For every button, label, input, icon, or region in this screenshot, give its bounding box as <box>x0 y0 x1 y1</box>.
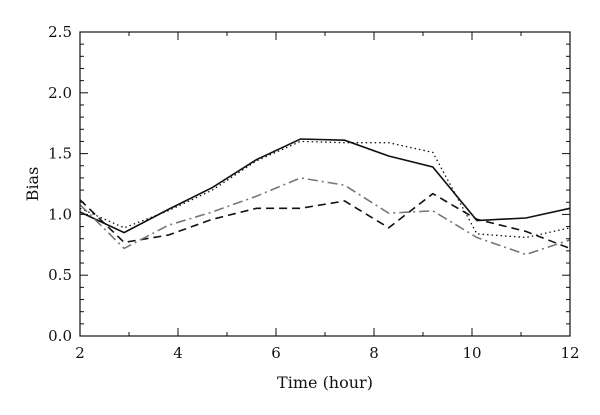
x-tick-label: 8 <box>369 344 379 362</box>
tick-labels: 2 4 6 8 10 12 0.0 0.5 1.0 1.5 2.0 2.5 <box>48 23 579 362</box>
x-axis-title: Time (hour) <box>277 373 373 392</box>
x-tick-label: 10 <box>462 344 481 362</box>
y-tick-label: 0.0 <box>48 327 72 345</box>
series-line-1-solid <box>79 138 571 234</box>
x-tick-label: 6 <box>271 344 281 362</box>
series-line-4-dashdot <box>79 177 571 256</box>
x-tick-label: 4 <box>173 344 183 362</box>
y-tick-label: 1.5 <box>48 145 72 163</box>
y-tick-label: 2.5 <box>48 23 72 41</box>
plot-frame <box>79 31 571 337</box>
series-line-2-dotted <box>79 140 571 239</box>
axis-ticks <box>79 31 571 337</box>
series-line-3-dashed <box>79 192 571 250</box>
x-tick-label: 12 <box>560 344 579 362</box>
y-axis-title: Bias <box>23 167 42 202</box>
y-tick-label: 2.0 <box>48 84 72 102</box>
y-tick-label: 1.0 <box>48 205 72 223</box>
series-lines <box>79 138 571 256</box>
x-tick-label: 2 <box>75 344 85 362</box>
y-tick-label: 0.5 <box>48 266 72 284</box>
